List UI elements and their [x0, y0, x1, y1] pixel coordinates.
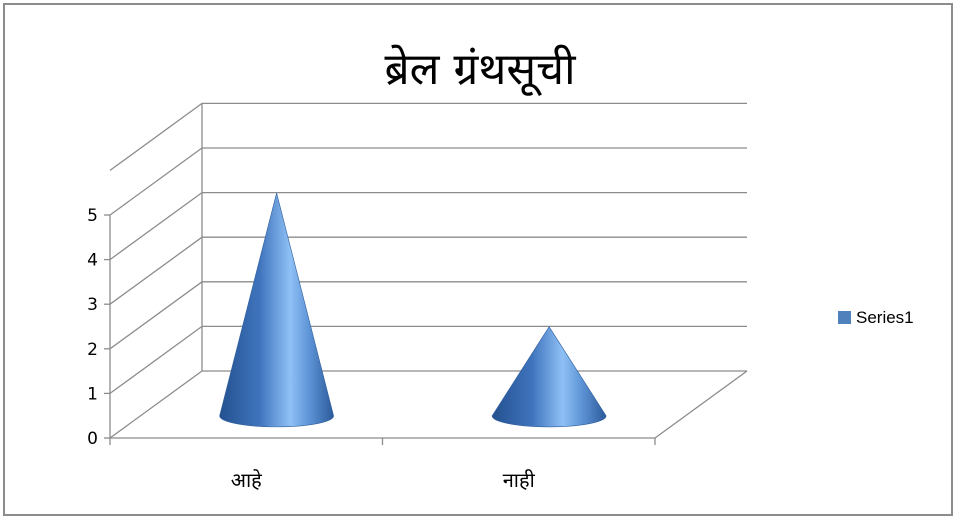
cone-bar	[491, 326, 607, 428]
axes	[104, 103, 748, 445]
y-tick-label: 5	[87, 206, 98, 226]
gridline-side	[109, 281, 203, 350]
y-tick-label: 0	[87, 429, 98, 449]
floor-left-edge	[109, 370, 203, 439]
y-tick-labels: 0 1 2 3 4 5	[87, 206, 98, 449]
y-tick-label: 3	[87, 295, 98, 315]
gridline-side	[109, 236, 203, 305]
category-labels: आहे नाही	[231, 468, 536, 492]
gridline-side	[109, 147, 203, 216]
category-label: आहे	[231, 468, 262, 492]
legend-label: Series1	[856, 308, 914, 327]
legend-swatch	[838, 311, 851, 324]
category-label: नाही	[503, 468, 536, 492]
cone-bars	[219, 192, 607, 428]
cone-bar	[219, 192, 334, 428]
y-tick-label: 2	[87, 340, 98, 360]
floor-right-edge	[654, 370, 748, 439]
gridline-side	[109, 325, 203, 394]
y-tick-label: 4	[87, 251, 98, 271]
gridlines	[109, 102, 747, 394]
y-tick-label: 1	[87, 384, 98, 404]
cone-body	[219, 192, 334, 428]
cone-body	[491, 326, 607, 428]
gridline-side	[109, 192, 203, 261]
chart-title: ब्रेल ग्रंथसूची	[385, 44, 578, 97]
gridline-side	[109, 102, 203, 171]
legend: Series1	[838, 308, 914, 327]
chart-frame	[3, 3, 953, 516]
